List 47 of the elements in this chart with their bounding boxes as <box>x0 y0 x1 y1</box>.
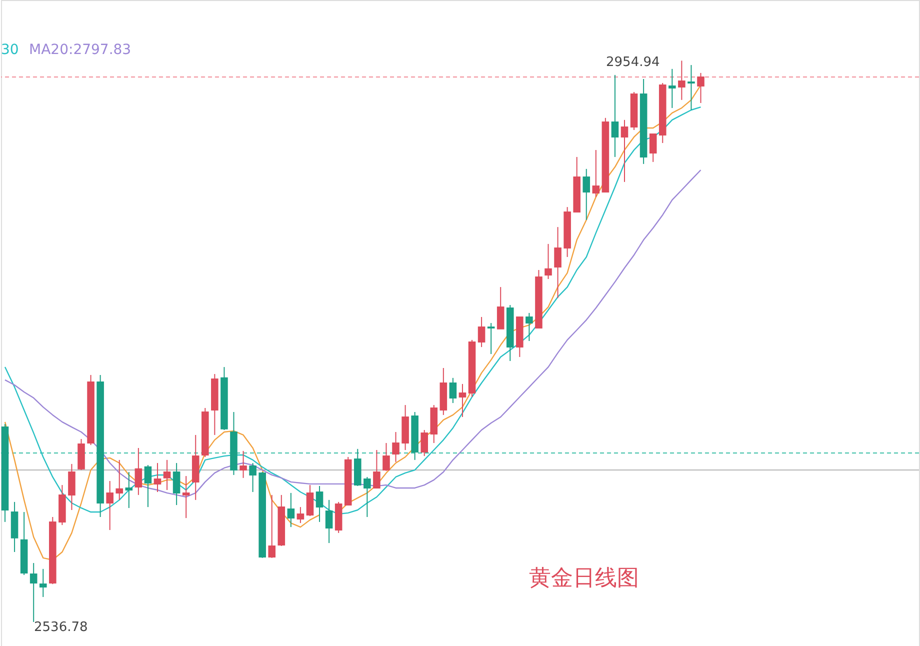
text: 30 <box>1 42 19 58</box>
candlestick <box>449 377 457 404</box>
candlestick <box>240 450 247 478</box>
candlestick <box>182 476 190 519</box>
candlestick <box>68 463 76 510</box>
candlestick <box>125 472 133 508</box>
candlestick <box>364 476 371 518</box>
candlestick <box>649 134 657 162</box>
candlestick <box>697 72 704 104</box>
candlestick <box>249 462 256 493</box>
candlestick <box>116 459 124 500</box>
candlestick <box>134 447 142 496</box>
candlestick <box>39 568 47 598</box>
candlestick <box>316 485 324 522</box>
candlestick <box>582 168 590 220</box>
candlestick <box>30 562 38 622</box>
candlestick <box>106 480 114 530</box>
candlestick <box>592 149 600 198</box>
candlestick <box>668 68 676 108</box>
annotation: 2536.78 <box>34 620 88 635</box>
candlestick <box>154 462 162 493</box>
candlestick <box>420 430 428 457</box>
candlestick <box>688 64 695 110</box>
candlestick <box>496 286 504 330</box>
candlestick <box>268 494 276 558</box>
candlestick <box>611 74 619 158</box>
candlestick <box>382 442 390 472</box>
candlestick <box>296 506 304 524</box>
annotation: 黄金日线图 <box>529 566 639 591</box>
candlestick <box>325 499 333 544</box>
candlestick <box>678 60 686 100</box>
candlestick <box>620 119 628 182</box>
candlestick <box>478 316 486 348</box>
candlestick <box>544 243 552 280</box>
candlestick <box>392 432 400 462</box>
candlestick <box>373 450 380 488</box>
candlestick <box>306 484 314 517</box>
candlestick <box>144 464 152 508</box>
candlestick <box>458 383 466 418</box>
candlestick <box>526 312 533 342</box>
candlestick <box>172 462 180 506</box>
candlestick <box>487 322 495 355</box>
candlestick <box>287 492 295 528</box>
candlestick <box>163 459 171 490</box>
text: MA20:2797.83 <box>29 42 132 58</box>
annotation: 2954.94 <box>606 55 660 70</box>
candlestick <box>554 226 562 299</box>
